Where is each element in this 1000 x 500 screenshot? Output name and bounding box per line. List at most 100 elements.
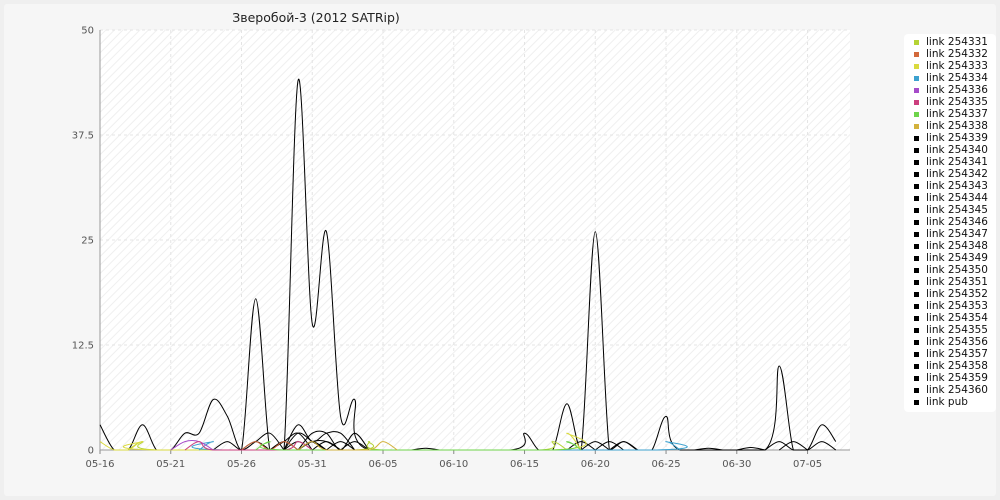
series-line <box>283 432 327 451</box>
y-tick-label: 50 <box>81 26 94 37</box>
legend-label: link 254348 <box>926 240 988 252</box>
legend-item: link 254334 <box>914 72 996 84</box>
series-line <box>297 430 370 451</box>
legend-item: link 254351 <box>914 276 996 288</box>
series-line <box>128 441 568 451</box>
legend-swatch <box>914 255 919 261</box>
legend-label: link 254335 <box>926 96 988 108</box>
legend-item: link 254345 <box>914 204 996 216</box>
legend-item: link 254331 <box>914 36 996 48</box>
legend-swatch <box>914 63 919 69</box>
legend-label: link 254340 <box>926 144 988 156</box>
x-tick-label: 07-05 <box>793 459 822 470</box>
legend-swatch <box>914 387 919 393</box>
legend-label: link 254331 <box>926 36 988 48</box>
series-line <box>255 441 582 451</box>
series-line <box>595 441 624 451</box>
series-line <box>312 441 341 451</box>
legend-swatch <box>914 183 919 189</box>
legend-label: link 254345 <box>926 204 988 216</box>
legend-item: link 254359 <box>914 372 996 384</box>
x-tick-label: 06-05 <box>368 459 397 470</box>
legend-swatch <box>914 159 919 165</box>
x-tick-label: 05-21 <box>156 459 185 470</box>
series-line <box>184 441 313 451</box>
series-line <box>99 432 587 451</box>
series-line <box>283 424 356 451</box>
x-axis: 05-16 05-21 05-26 05-31 06-05 06-10 06-15 06-20… <box>85 449 850 470</box>
series-line <box>580 441 610 451</box>
legend-label: link 254358 <box>926 360 988 372</box>
chart-frame: Зверобой-3 (2012 SATRip) 0 12.5 25 37.5 50 0… <box>4 4 996 496</box>
x-tick-label: 06-10 <box>439 459 468 470</box>
legend-item: link 254342 <box>914 168 996 180</box>
legend-swatch <box>914 39 919 45</box>
series-line <box>170 440 214 451</box>
legend-label: link 254359 <box>926 372 988 384</box>
legend-item: link 254356 <box>914 336 996 348</box>
legend-swatch <box>914 195 919 201</box>
chart-plot: Зверобой-3 (2012 SATRip) 0 12.5 25 37.5 50 0… <box>72 10 850 470</box>
x-tick-label: 06-15 <box>510 459 539 470</box>
legend-label: link 254342 <box>926 168 988 180</box>
series-line <box>212 432 285 451</box>
series-line <box>609 441 638 451</box>
grid-lines <box>99 29 850 451</box>
legend-label: link 254346 <box>926 216 988 228</box>
legend-item: link 254360 <box>914 384 996 396</box>
legend-swatch <box>914 399 919 405</box>
legend-label: link 254352 <box>926 288 988 300</box>
legend-item: link 254337 <box>914 108 996 120</box>
y-tick-label: 0 <box>88 446 94 457</box>
legend-item: link 254341 <box>914 156 996 168</box>
series-line <box>340 441 370 451</box>
legend-item: link 254338 <box>914 120 996 132</box>
series-line <box>566 441 596 451</box>
series-line <box>736 446 766 451</box>
legend-swatch <box>914 303 919 309</box>
legend-swatch <box>914 147 919 153</box>
legend-swatch <box>914 327 919 333</box>
y-tick-label: 12.5 <box>72 341 94 352</box>
legend-swatch <box>914 171 919 177</box>
legend-item: link 254343 <box>914 180 996 192</box>
legend-label: link 254341 <box>926 156 988 168</box>
legend-item: link pub <box>914 396 996 408</box>
legend-label: link 254333 <box>926 60 988 72</box>
series-line <box>778 441 808 451</box>
legend-swatch <box>914 279 919 285</box>
legend-item: link 254355 <box>914 324 996 336</box>
legend-label: link 254351 <box>926 276 988 288</box>
x-tick-label: 05-31 <box>298 459 327 470</box>
x-tick-label: 06-25 <box>652 459 681 470</box>
legend-item: link 254339 <box>914 132 996 144</box>
legend-item: link 254344 <box>914 192 996 204</box>
legend-label: link 254344 <box>926 192 988 204</box>
series-line <box>297 441 398 451</box>
legend-swatch <box>914 375 919 381</box>
legend-item: link 254357 <box>914 348 996 360</box>
x-tick-label: 05-16 <box>85 459 114 470</box>
legend-label: link 254360 <box>926 384 988 396</box>
series-line <box>694 447 723 451</box>
legend-item: link 254349 <box>914 252 996 264</box>
legend-swatch <box>914 351 919 357</box>
legend-label: link 254332 <box>926 48 988 60</box>
legend-item: link 254353 <box>914 300 996 312</box>
legend-label: link 254353 <box>926 300 988 312</box>
legend-swatch <box>914 207 919 213</box>
legend-item: link 254335 <box>914 96 996 108</box>
legend-label: link 254356 <box>926 336 988 348</box>
legend-swatch <box>914 243 919 249</box>
legend-swatch <box>914 99 919 105</box>
legend-item: link 254340 <box>914 144 996 156</box>
series-line <box>99 78 837 451</box>
legend-label: link 254336 <box>926 84 988 96</box>
legend-label: link 254350 <box>926 264 988 276</box>
legend-item: link 254346 <box>914 216 996 228</box>
legend-item: link 254352 <box>914 288 996 300</box>
chart-title: Зверобой-3 (2012 SATRip) <box>232 10 400 25</box>
legend-label: link 254334 <box>926 72 988 84</box>
legend-item: link 254358 <box>914 360 996 372</box>
legend: link 254331 link 254332 link 254333 link 25… <box>904 34 996 412</box>
